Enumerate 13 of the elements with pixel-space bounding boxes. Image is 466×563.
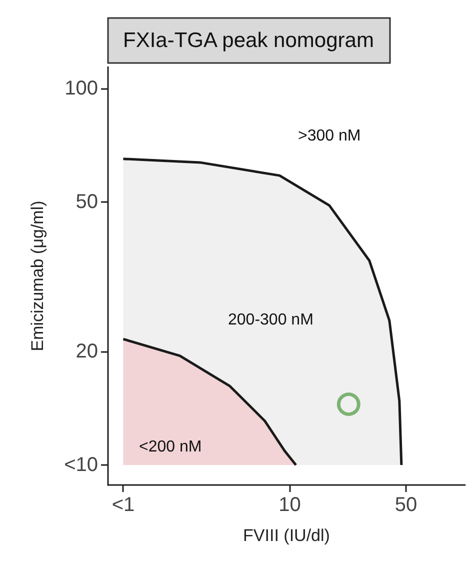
- x-tick-label: 50: [394, 494, 418, 516]
- annotation: 200-300 nM: [228, 312, 314, 328]
- y-axis-title: Emicizumab (μg/ml): [28, 200, 47, 352]
- chart-title: FXIa-TGA peak nomogram: [123, 29, 374, 52]
- x-tick-label: <1: [112, 494, 135, 516]
- x-tick-label: 10: [278, 494, 301, 516]
- annotation: >300 nM: [298, 128, 361, 144]
- x-axis-title: FVIII (IU/dl): [243, 526, 330, 545]
- y-tick-label: <10: [64, 454, 98, 476]
- y-tick-label: 100: [64, 77, 98, 100]
- annotation: <200 nM: [139, 438, 202, 456]
- y-tick-label: 20: [76, 340, 98, 363]
- y-tick-label: 50: [76, 190, 98, 213]
